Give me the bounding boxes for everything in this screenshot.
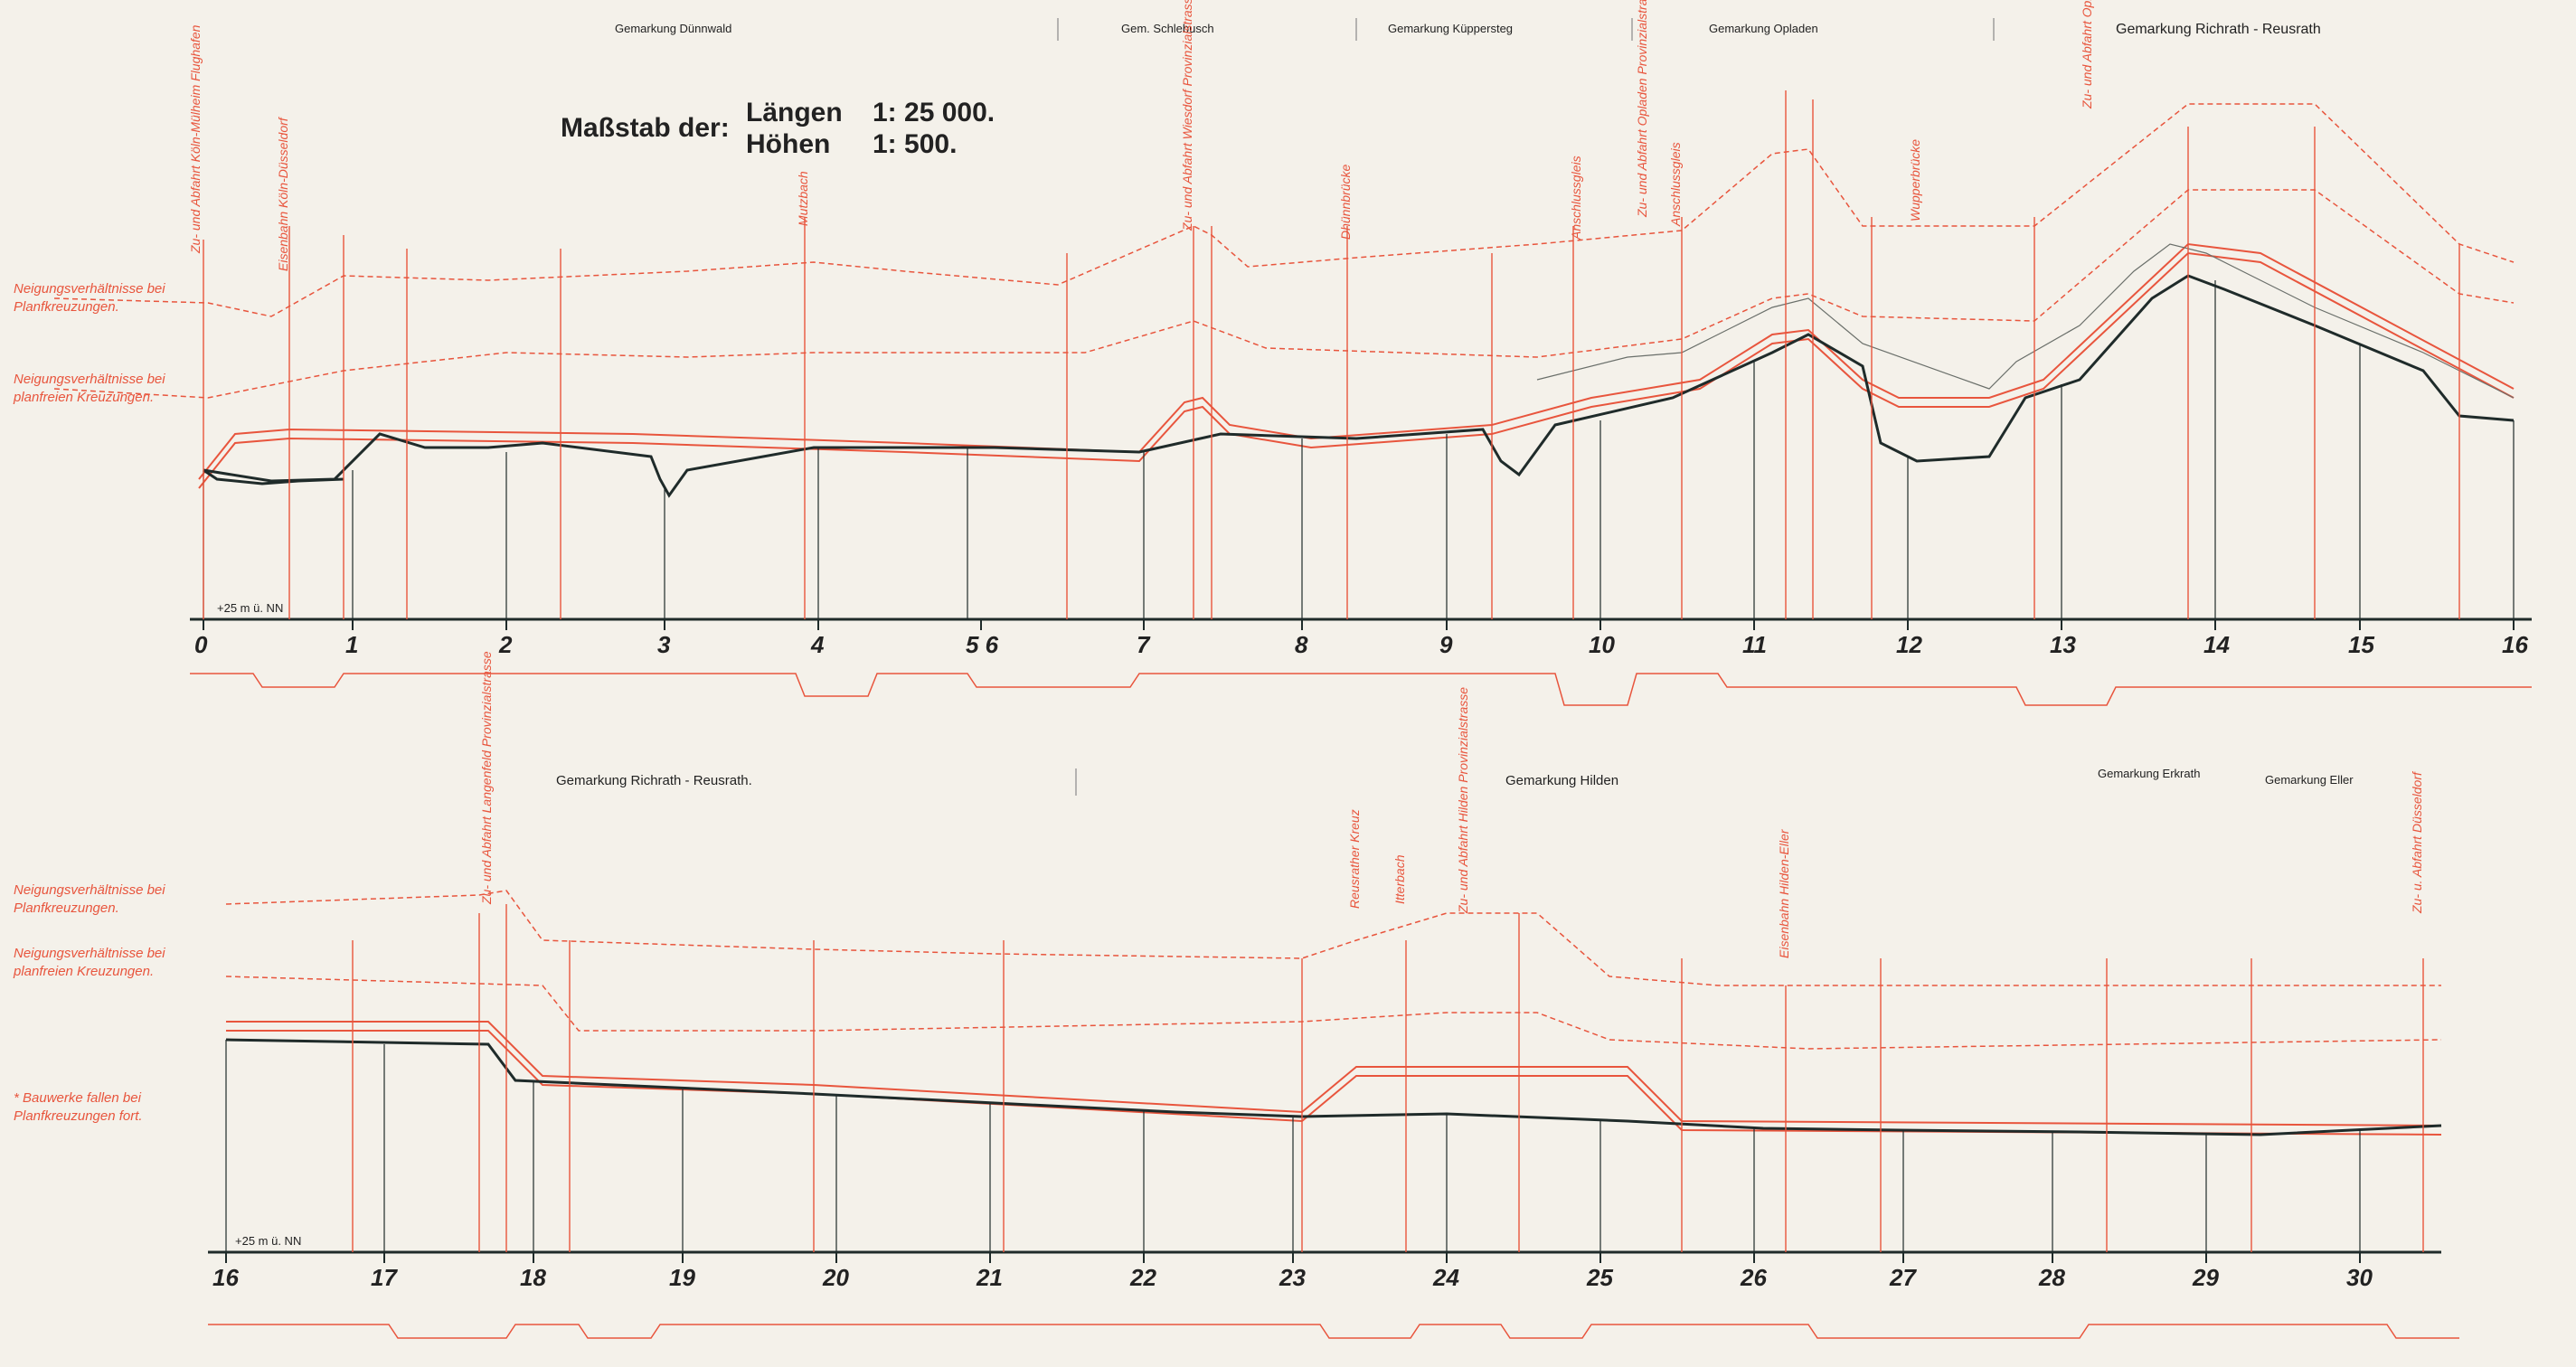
top-alignment-band [190, 673, 2532, 706]
top-design-grade [198, 242, 2515, 480]
structure-top-7: Zu- und Abfahrt Opladen Provinzialstrass… [1635, 0, 1649, 217]
datum-bottom: +25 m ü. NN [235, 1234, 302, 1248]
district-top-0: Gemarkung Dünnwald [615, 22, 732, 35]
legend-top-1: Neigungsverhältnisse bei Planfkreuzungen… [14, 281, 165, 315]
km-bottom-5: 21 [977, 1264, 1003, 1291]
district-top-1: Gem. Schlebusch [1121, 22, 1214, 35]
district-bottom-3: Gemarkung Eller [2265, 773, 2354, 787]
structure-top-4: Dhünnbrücke [1338, 164, 1353, 240]
structure-top-6: Anschlussgleis [1668, 142, 1683, 226]
top-design-grade-2 [198, 251, 2515, 489]
km-bottom-1: 17 [371, 1264, 397, 1291]
top-terrain-line [203, 274, 2515, 498]
scale-height-value: 1: 500. [873, 129, 958, 159]
bottom-alignment-band [208, 1324, 2459, 1339]
structure-top-3: Zu- und Abfahrt Wiesdorf Provinzialstras… [1180, 0, 1194, 231]
datum-top: +25 m ü. NN [217, 601, 284, 615]
legend-bottom-1: Neigungsverhältnisse bei Planfkreuzungen… [14, 882, 165, 916]
district-top-2: Gemarkung Küppersteg [1388, 22, 1514, 35]
km-bottom-0: 16 [212, 1264, 239, 1291]
km-top-10: 11 [1742, 631, 1767, 658]
km-bottom-9: 25 [1587, 1264, 1613, 1291]
km-bottom-2: 18 [520, 1264, 546, 1291]
legend-bottom-3: * Bauwerke fallen bei Planfkreuzungen fo… [14, 1090, 143, 1124]
km-top-12: 13 [2050, 631, 2076, 658]
km-top-7: 8 [1295, 631, 1308, 658]
top-structure-verticals [203, 90, 2460, 619]
top-terrain-line-left [203, 468, 344, 486]
km-bottom-4: 20 [823, 1264, 849, 1291]
km-bottom-12: 28 [2039, 1264, 2065, 1291]
km-bottom-8: 24 [1433, 1264, 1459, 1291]
structure-bottom-1: Reusrather Kreuz [1347, 809, 1362, 909]
bottom-terrain-line [225, 1038, 2442, 1136]
structure-bottom-4: Eisenbahn Hilden-Eller [1777, 829, 1791, 958]
structure-top-2: Mutzbach [796, 171, 810, 226]
district-bottom-2: Gemarkung Erkrath [2098, 767, 2201, 780]
structure-top-0: Zu- und Abfahrt Köln-Mülheim Flughafen [188, 24, 203, 253]
km-bottom-13: 29 [2193, 1264, 2219, 1291]
structure-bottom-5: Zu- u. Abfahrt Düsseldorf [2410, 772, 2424, 913]
km-top-3: 3 [657, 631, 671, 658]
km-top-15: 16 [2502, 631, 2528, 658]
km-top-0: 0 [194, 631, 208, 658]
top-gradient-line-2 [53, 189, 2515, 399]
km-top-14: 15 [2348, 631, 2374, 658]
km-top-4: 4 [811, 631, 825, 658]
km-bottom-14: 30 [2346, 1264, 2373, 1291]
top-district-markers [1057, 18, 1995, 41]
district-bottom-0: Gemarkung Richrath - Reusrath. [556, 773, 752, 788]
top-km-ticks [203, 619, 2515, 630]
km-top-9: 10 [1589, 631, 1615, 658]
km-bottom-7: 23 [1279, 1264, 1306, 1291]
km-bottom-6: 22 [1130, 1264, 1156, 1291]
bottom-structure-verticals [352, 904, 2424, 1252]
bottom-gradient-line-2 [225, 976, 2442, 1050]
district-top-4: Gemarkung Richrath - Reusrath [2116, 22, 2321, 37]
bottom-station-verticals [225, 1040, 2361, 1252]
km-top-1: 1 [345, 631, 359, 658]
structure-bottom-3: Zu- und Abfahrt Hilden Provinzialstrasse [1456, 686, 1470, 913]
structure-top-9: Zu- und Abfahrt Opladen Provinzialstrass… [2080, 0, 2094, 108]
bottom-gradient-line-1 [225, 890, 2441, 986]
structure-bottom-2: Itterbach [1392, 854, 1407, 904]
km-bottom-3: 19 [669, 1264, 695, 1291]
bottom-km-ticks [225, 1252, 2361, 1263]
structure-top-5: Anschlussgleis [1569, 156, 1583, 240]
scale-height-label: Höhen [746, 129, 831, 159]
km-top-13: 14 [2203, 631, 2230, 658]
km-bottom-11: 27 [1890, 1264, 1916, 1291]
top-gradient-line-1 [53, 103, 2515, 317]
scale-prefix: Maßstab der: [561, 113, 730, 143]
bottom-profile [208, 768, 2459, 1339]
top-existing-ground [1536, 243, 2515, 399]
km-bottom-10: 26 [1741, 1264, 1767, 1291]
district-bottom-1: Gemarkung Hilden [1505, 773, 1619, 788]
km-top-5: 5 6 [966, 631, 999, 658]
top-station-verticals [203, 280, 2515, 619]
scale-length-value: 1: 25 000. [873, 98, 995, 127]
legend-bottom-2: Neigungsverhältnisse bei planfreien Kreu… [14, 946, 165, 979]
district-top-3: Gemarkung Opladen [1709, 22, 1818, 35]
km-top-11: 12 [1896, 631, 1922, 658]
km-top-2: 2 [499, 631, 513, 658]
structure-top-1: Eisenbahn Köln-Düsseldorf [276, 118, 290, 271]
legend-top-2: Neigungsverhältnisse bei planfreien Kreu… [14, 372, 165, 405]
structure-bottom-0: Zu- und Abfahrt Langenfeld Provinzialstr… [479, 651, 494, 904]
top-profile [53, 18, 2532, 706]
structure-top-8: Wupperbrücke [1908, 138, 1922, 222]
km-top-6: 7 [1137, 631, 1150, 658]
km-top-8: 9 [1439, 631, 1453, 658]
scale-length-label: Längen [746, 98, 843, 127]
